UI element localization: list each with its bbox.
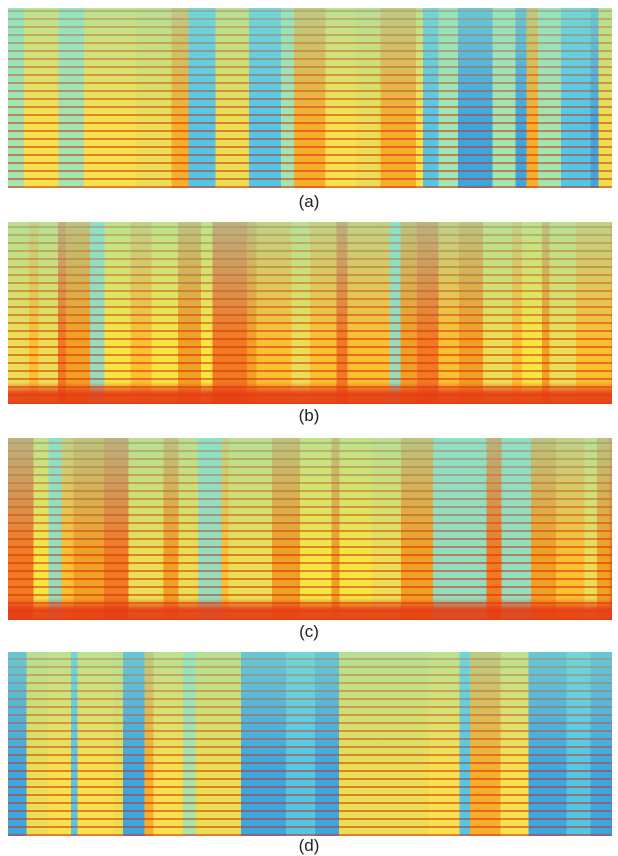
panel-label: (d) <box>298 836 320 855</box>
panel-label: (a) <box>298 192 320 211</box>
panel-label: (b) <box>298 406 320 425</box>
spectrogram <box>8 652 612 836</box>
spectrogram <box>8 8 612 188</box>
panel-label: (c) <box>299 622 319 641</box>
spectrogram <box>8 438 612 620</box>
spectrogram <box>8 222 612 404</box>
